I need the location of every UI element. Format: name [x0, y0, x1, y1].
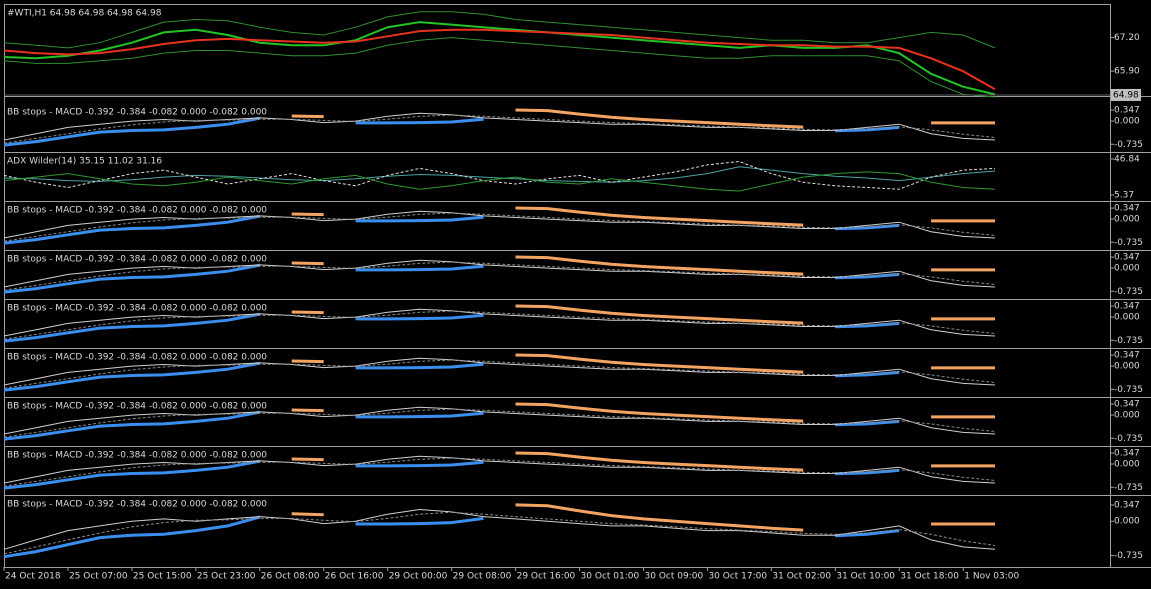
up-stops-line [3, 410, 900, 441]
y-tick-label: 0.347 [1114, 449, 1140, 459]
up-stops-line [3, 459, 900, 490]
x-tick-label: 30 Oct 09:00 [645, 572, 704, 582]
x-tick-label: 31 Oct 02:00 [772, 572, 831, 582]
y-tick-label: -0.735 [1114, 287, 1143, 297]
y-tick-label: 0.000 [1114, 264, 1140, 274]
down-stops-line [291, 451, 995, 472]
down-stops-line [291, 402, 995, 423]
x-tick-label: 30 Oct 01:00 [581, 572, 640, 582]
signal-line [3, 310, 996, 340]
up-stops-line [3, 214, 900, 245]
up-stops-line [3, 116, 900, 147]
y-tick-label: 0.000 [1114, 117, 1140, 127]
up-stops-line [3, 263, 900, 294]
lower-line [3, 37, 996, 98]
y-tick-label: -0.735 [1114, 551, 1143, 561]
signal-line [3, 261, 996, 291]
y-tick-label: 0.347 [1114, 253, 1140, 263]
y-tick-label: 67.20 [1114, 33, 1140, 43]
pane-header: #WTI,H1 64.98 64.98 64.98 64.98 [7, 9, 162, 19]
chart-frame [4, 4, 1111, 568]
y-tick-label: 0.000 [1114, 460, 1140, 470]
x-tick-label: 25 Oct 15:00 [133, 572, 192, 582]
y-tick-label: 0.347 [1114, 106, 1140, 116]
price-line [3, 21, 996, 96]
signal-line [3, 114, 996, 144]
down-stops-line [291, 255, 995, 276]
pane-header: BB stops - MACD -0.392 -0.384 -0.082 0.0… [7, 206, 267, 216]
pane-header: BB stops - MACD -0.392 -0.384 -0.082 0.0… [7, 108, 267, 118]
y-tick-label: -0.735 [1114, 434, 1143, 444]
signal-line [3, 212, 996, 242]
pane-header: BB stops - MACD -0.392 -0.384 -0.082 0.0… [7, 255, 267, 265]
down-stops-line [291, 503, 995, 532]
y-tick-label: 0.347 [1114, 302, 1140, 312]
x-tick-label: 25 Oct 23:00 [197, 572, 256, 582]
x-tick-label: 25 Oct 07:00 [69, 572, 128, 582]
pane-header: ADX Wilder(14) 35.15 11.02 31.16 [7, 157, 162, 167]
y-tick-label: 0.347 [1114, 400, 1140, 410]
y-tick-label: 0.000 [1114, 411, 1140, 421]
y-tick-label: -0.735 [1114, 140, 1143, 150]
macd-line [3, 455, 996, 484]
y-tick-label: -0.735 [1114, 238, 1143, 248]
pane-header: BB stops - MACD -0.392 -0.384 -0.082 0.0… [7, 500, 267, 510]
down-stops-line [291, 304, 995, 325]
x-tick-label: 30 Oct 17:00 [708, 572, 767, 582]
signal-line [3, 408, 996, 438]
x-tick-label: 29 Oct 16:00 [517, 572, 576, 582]
x-tick-label: 24 Oct 2018 [5, 572, 61, 582]
macd-line [3, 112, 996, 141]
y-tick-label: -0.735 [1114, 483, 1143, 493]
signal-line [3, 359, 996, 389]
y-tick-label: 0.347 [1114, 204, 1140, 214]
ma-line [3, 28, 996, 91]
signal-line [3, 457, 996, 487]
signal-line [3, 511, 996, 555]
y-tick-label: 0.000 [1114, 215, 1140, 225]
pane-header: BB stops - MACD -0.392 -0.384 -0.082 0.0… [7, 402, 267, 412]
y-tick-label: 46.84 [1114, 154, 1140, 164]
y-tick-label: 0.347 [1114, 351, 1140, 361]
x-tick-label: 26 Oct 08:00 [261, 572, 320, 582]
pane-header: BB stops - MACD -0.392 -0.384 -0.082 0.0… [7, 451, 267, 461]
down-stops-line [291, 108, 995, 129]
x-tick-label: 29 Oct 00:00 [389, 572, 448, 582]
x-tick-label: 29 Oct 08:00 [453, 572, 512, 582]
macd-line [3, 210, 996, 239]
y-tick-label: -0.735 [1114, 336, 1143, 346]
macd-line [3, 406, 996, 435]
adx-line [3, 166, 996, 183]
up-stops-line [3, 361, 900, 392]
macd-line [3, 357, 996, 386]
y-tick-label: 0.000 [1114, 362, 1140, 372]
macd-line [3, 259, 996, 288]
up-stops-line [3, 515, 900, 559]
pane-header: BB stops - MACD -0.392 -0.384 -0.082 0.0… [7, 353, 267, 363]
x-tick-label: 1 Nov 03:00 [964, 572, 1019, 582]
y-tick-label: 0.000 [1114, 517, 1140, 527]
y-tick-label: -0.735 [1114, 385, 1143, 395]
y-tick-label: 65.90 [1114, 67, 1140, 77]
y-tick-label: 0.347 [1114, 501, 1140, 511]
current-price-box [1111, 88, 1141, 101]
down-stops-line [291, 353, 995, 374]
upper-line [3, 11, 996, 49]
pane-header: BB stops - MACD -0.392 -0.384 -0.082 0.0… [7, 304, 267, 314]
y-tick-label: 5.37 [1114, 191, 1134, 201]
plus-di-line [3, 160, 996, 190]
x-tick-label: 26 Oct 16:00 [325, 572, 384, 582]
x-tick-label: 31 Oct 18:00 [900, 572, 959, 582]
down-stops-line [291, 206, 995, 227]
current-price-label: 64.98 [1113, 90, 1139, 100]
minus-di-line [3, 171, 996, 192]
up-stops-line [3, 312, 900, 343]
x-tick-label: 31 Oct 10:00 [836, 572, 895, 582]
macd-line [3, 308, 996, 337]
y-tick-label: 0.000 [1114, 313, 1140, 323]
macd-line [3, 508, 996, 550]
